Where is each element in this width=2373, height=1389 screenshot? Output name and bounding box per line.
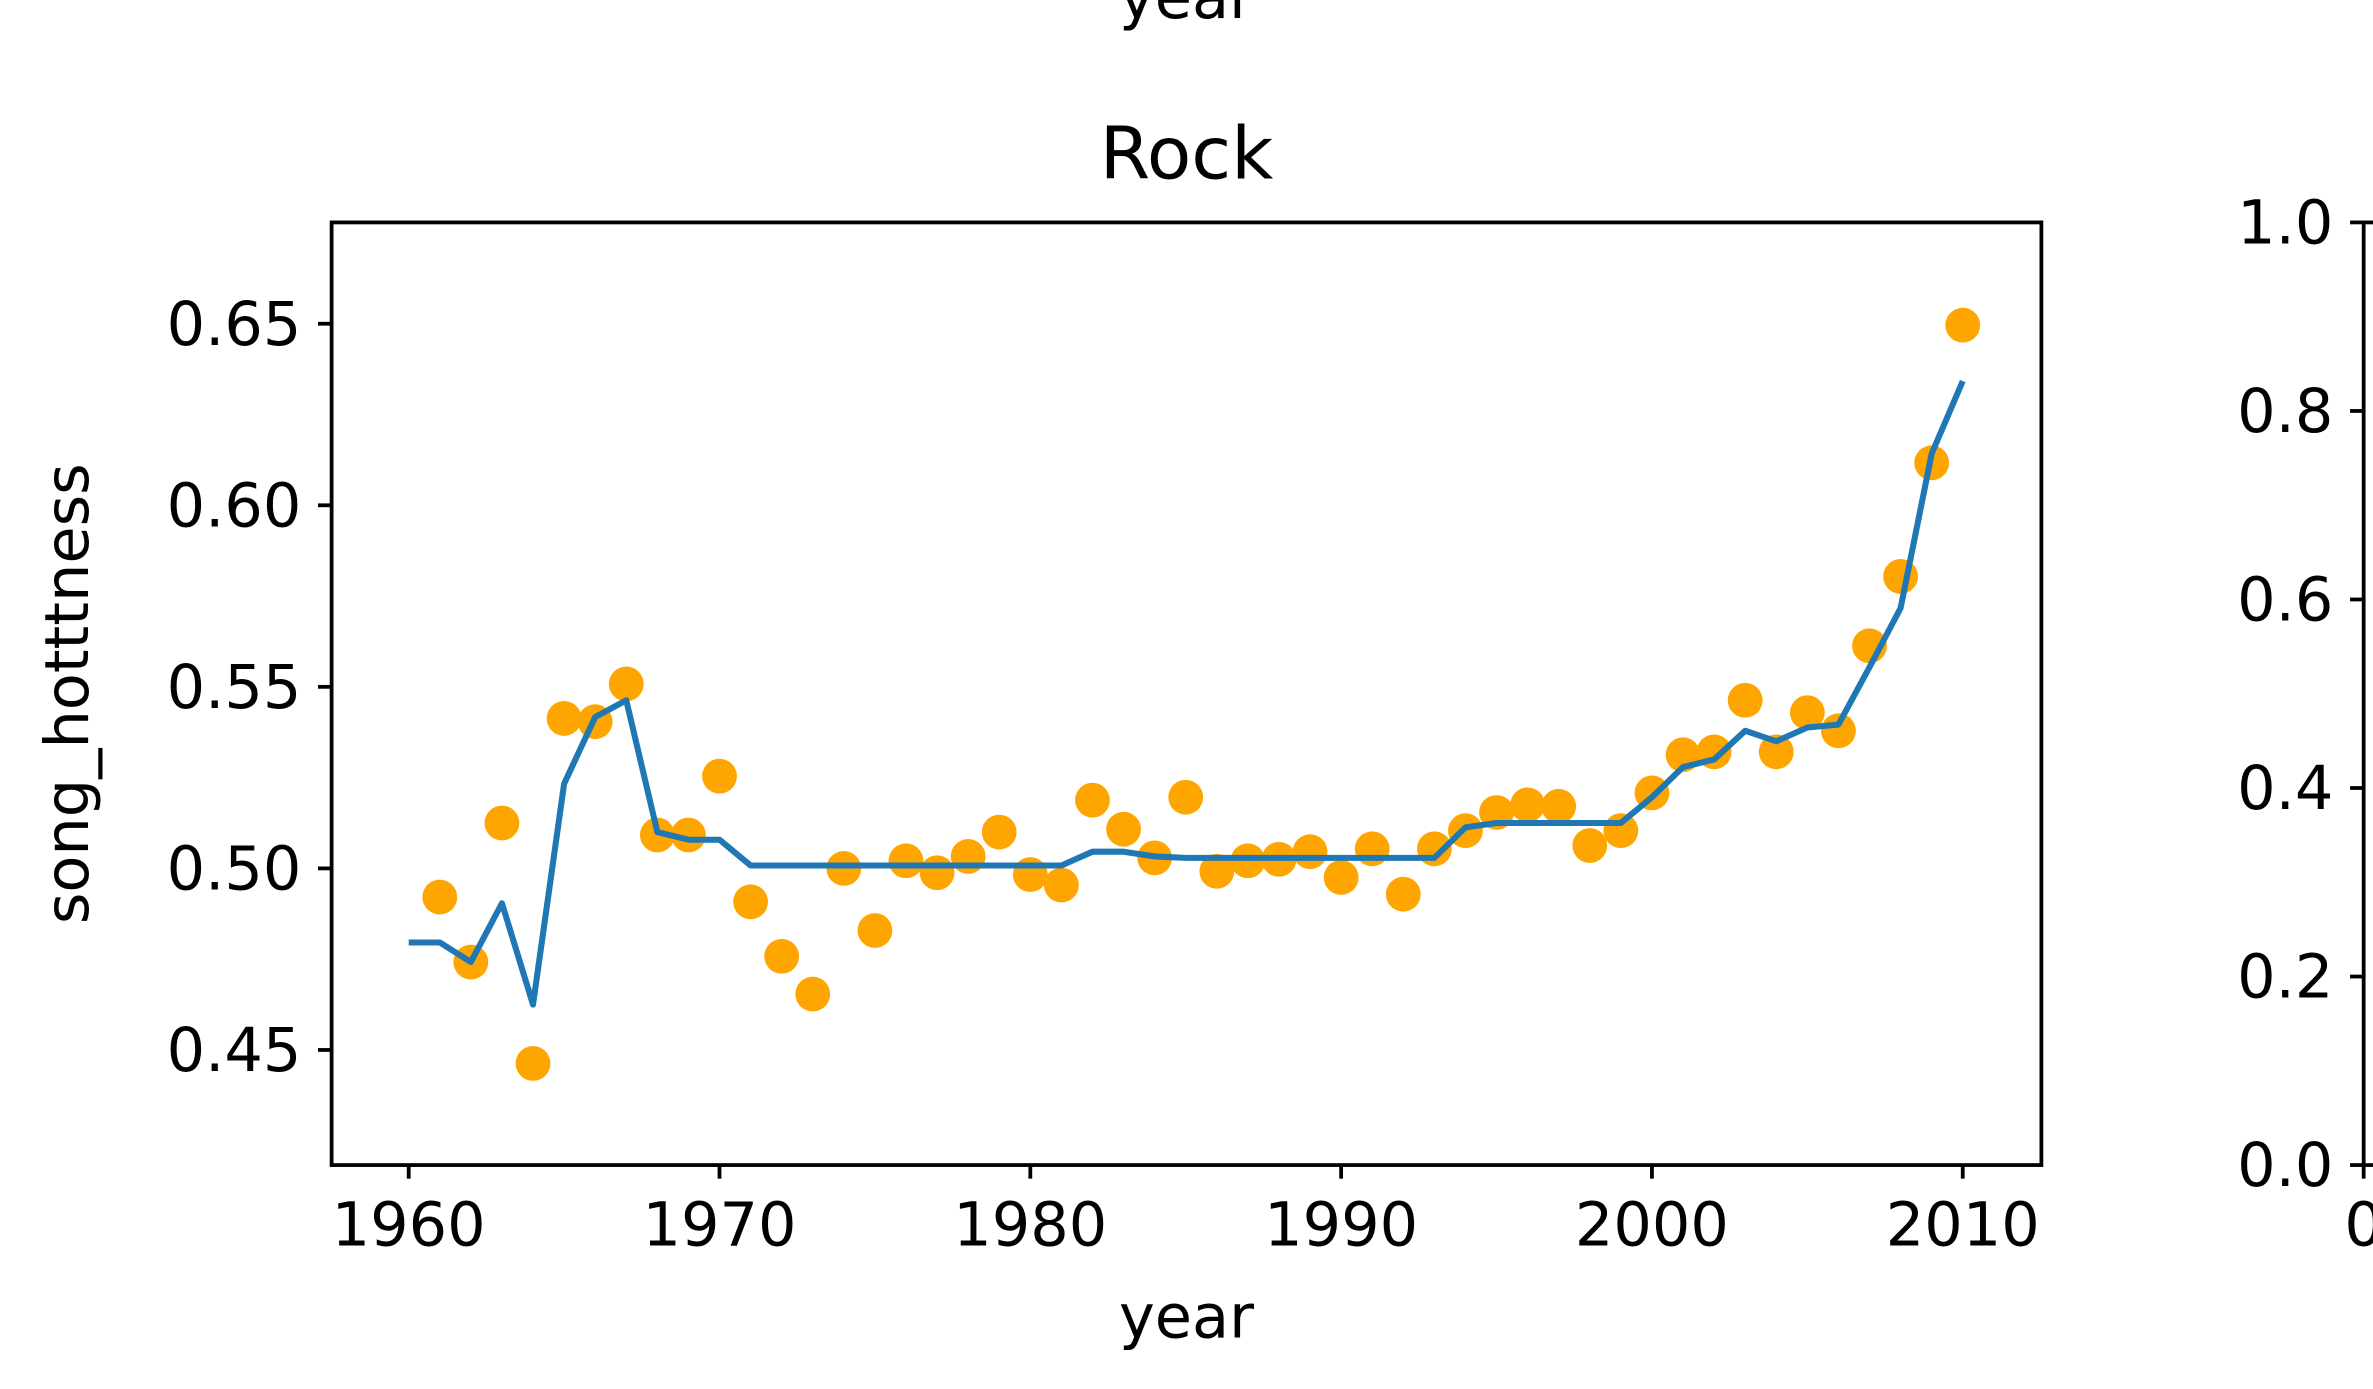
scatter-point (1789, 695, 1825, 731)
scatter-point (671, 817, 706, 853)
scatter-point (1510, 787, 1546, 823)
axes-frame (329, 220, 2044, 1167)
x-tick-label: 1960 (332, 1190, 486, 1260)
scatter-point (608, 666, 644, 702)
x-tick-label: 1970 (642, 1190, 796, 1260)
scatter-point (981, 814, 1017, 850)
x-tick-label: 1980 (953, 1190, 1107, 1260)
scatter-point (1012, 857, 1048, 892)
y-tick-label: 0.8 (2237, 377, 2333, 447)
y-tick-label: 0.50 (167, 835, 302, 905)
x-axis-label: year (1119, 0, 1254, 33)
scatter-point (484, 805, 520, 841)
scatter-point (422, 879, 458, 915)
y-tick-label: 0.45 (167, 1016, 302, 1086)
scatter-point (764, 938, 800, 974)
y-tick-label: 0.6 (2237, 566, 2333, 636)
scatter-point (1199, 853, 1235, 889)
scatter-point (1572, 828, 1608, 863)
scatter-point (1323, 860, 1359, 895)
scatter-point (1758, 734, 1794, 770)
scatter-point (1292, 834, 1328, 870)
scatter-point (1385, 876, 1421, 912)
scatter-point (1603, 813, 1639, 849)
scatter-point (1541, 788, 1577, 824)
line-series (408, 379, 1966, 1008)
scatter-point (1821, 713, 1856, 749)
y-tick-label: 0.4 (2237, 754, 2333, 824)
axes-frame (2361, 220, 2373, 1167)
scatter-point (950, 839, 986, 874)
scatter-point (1168, 779, 1204, 815)
y-axis-label: song_hotttness (33, 463, 103, 924)
scatter-point (1075, 782, 1110, 818)
chart-title: Rock (1100, 113, 1274, 197)
scatter-point (1043, 867, 1079, 903)
scatter-point (795, 976, 831, 1012)
y-tick-label: 0.60 (167, 471, 302, 541)
y-tick-label: 0.2 (2237, 943, 2333, 1013)
scatter-point (1945, 307, 1981, 343)
scatter-point (1883, 559, 1918, 594)
y-tick-label: 0.65 (167, 290, 302, 360)
scatter-point (1354, 831, 1390, 867)
x-tick-label: 2010 (1886, 1190, 2040, 1260)
scatter-point (702, 758, 737, 794)
scatter-point (733, 884, 768, 920)
scatter-point (919, 855, 955, 891)
scatter-point (1727, 682, 1763, 718)
scatter-point (888, 843, 924, 879)
y-tick-label: 0.55 (167, 653, 302, 723)
scatter-point (1106, 811, 1141, 847)
x-tick-label: 0 (2344, 1190, 2373, 1260)
x-tick-label: 2000 (1575, 1190, 1729, 1260)
scatter-point (515, 1045, 551, 1081)
x-tick-label: 1990 (1264, 1190, 1418, 1260)
scatter-point (857, 913, 893, 948)
y-tick-label: 1.0 (2237, 189, 2333, 259)
scatter-point (546, 701, 582, 736)
y-tick-label: 0.0 (2237, 1131, 2333, 1201)
x-axis-label: year (1119, 1283, 1254, 1353)
